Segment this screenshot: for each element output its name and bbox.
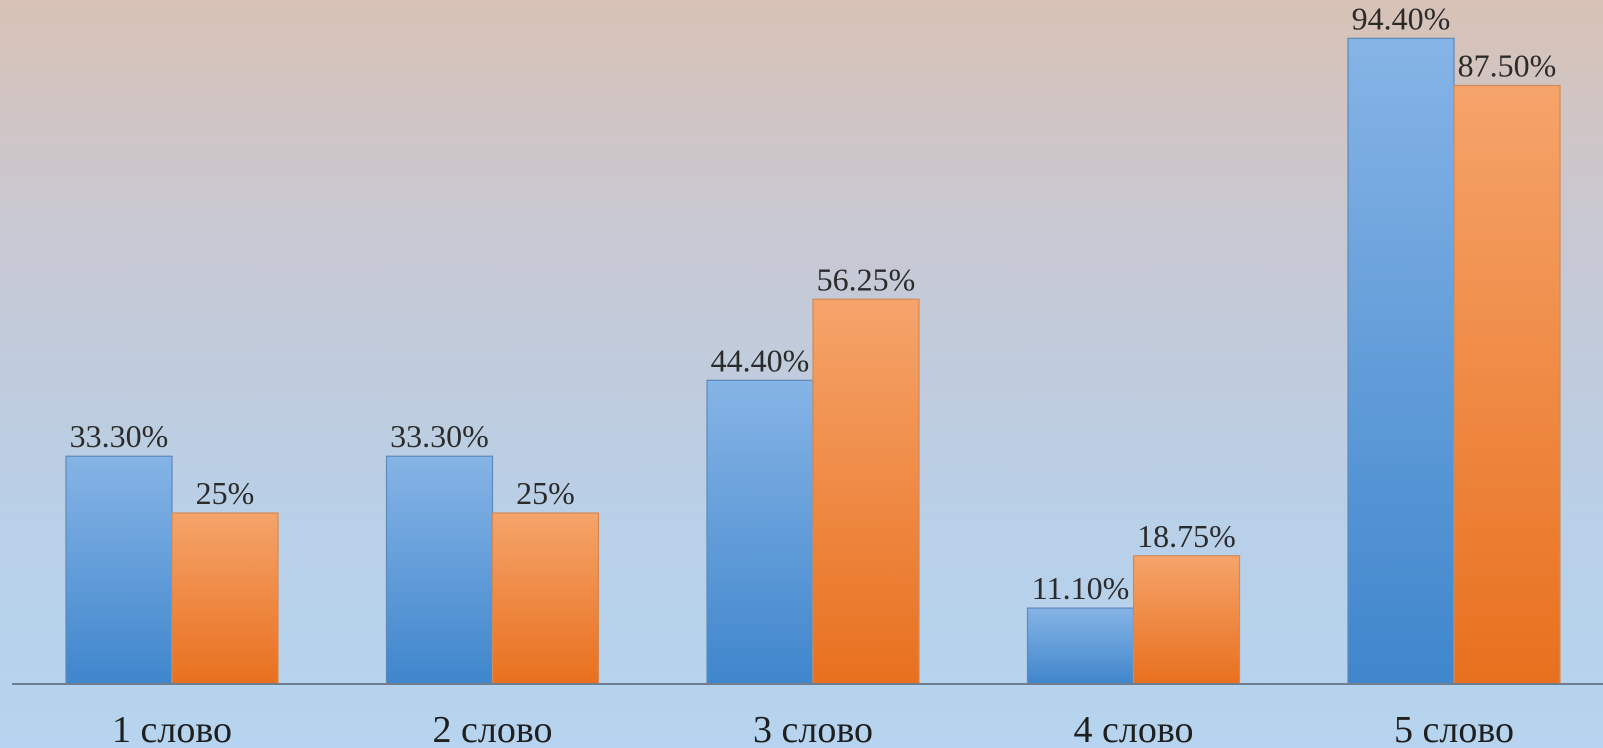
value-label-2-5: 87.50%	[1458, 48, 1557, 84]
value-label-2-2: 25%	[516, 475, 575, 511]
value-label-2-3: 56.25%	[817, 261, 916, 297]
bar-1-4	[1026, 607, 1135, 685]
category-labels-layer: 1 слово 2 слово 3 слово 4 слово 5 слово	[112, 709, 1514, 748]
bar-1-3	[706, 379, 814, 685]
bar-2-2	[491, 512, 600, 685]
bars-layer	[65, 37, 1561, 685]
bar-1-1	[65, 455, 173, 685]
value-labels-layer: 33.30% 25% 33.30% 25% 44.40% 56.25% 11.10%18.7…	[70, 0, 1557, 606]
bar-1-2	[385, 455, 494, 685]
bar-2-5	[1453, 84, 1561, 685]
bar-1-5	[1347, 37, 1455, 685]
value-label-1-5: 94.40%	[1352, 0, 1451, 36]
category-label-4: 4 слово	[1073, 709, 1193, 748]
bar-2-1	[171, 512, 279, 685]
value-label-2-4: 18.75%	[1137, 518, 1236, 554]
value-label-1-2: 33.30%	[390, 418, 489, 454]
category-label-1: 1 слово	[112, 709, 232, 748]
value-label-1-4: 11.10%	[1032, 570, 1129, 606]
value-label-1-3: 44.40%	[711, 342, 810, 378]
category-label-3: 3 слово	[753, 709, 873, 748]
category-label-2: 2 слово	[432, 709, 552, 748]
value-label-1-1: 33.30%	[70, 418, 169, 454]
bar-2-4	[1132, 555, 1241, 685]
category-label-5: 5 слово	[1394, 709, 1514, 748]
value-label-2-1: 25%	[196, 475, 255, 511]
bar-2-3	[812, 298, 920, 685]
